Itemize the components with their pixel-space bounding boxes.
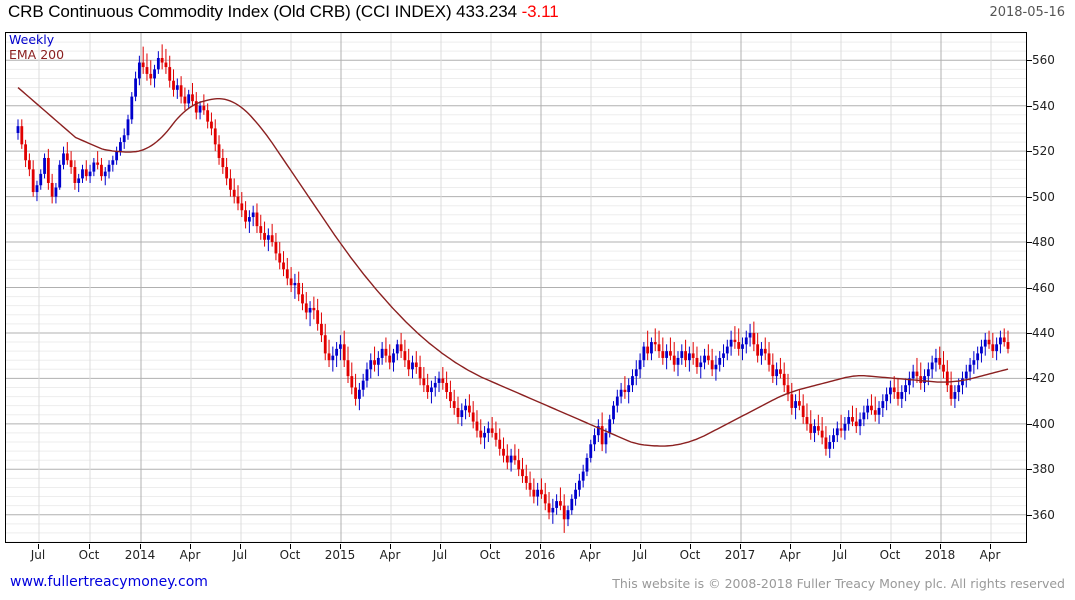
x-tick-mark [290,544,291,549]
x-tick-mark [490,544,491,549]
x-tick-label: 2017 [724,548,756,562]
y-tick-mark [1027,151,1032,153]
page-title: CRB Continuous Commodity Index (Old CRB)… [8,2,559,22]
x-tick-label: Apr [979,548,1001,562]
x-tick-mark [240,544,241,549]
y-tick-mark [1027,423,1032,425]
x-tick-label: 2014 [124,548,156,562]
x-axis: Jul Oct 2014 Apr Jul Oct 2015 Apr Jul Oct 2016 Apr J… [0,548,1075,570]
y-tick-label: 440 [1032,325,1055,340]
x-tick-mark [840,544,841,549]
y-tick-mark [1027,378,1032,380]
x-tick-mark [540,544,541,549]
legend-item-ema200: EMA 200 [9,46,65,62]
x-tick-mark [790,544,791,549]
x-tick-label: Jul [432,548,448,562]
x-tick-mark [990,544,991,549]
x-tick-label: 2015 [324,548,356,562]
legend-item-weekly: Weekly [9,32,55,47]
y-tick-label: 480 [1032,235,1055,250]
x-tick-label: Apr [579,548,601,562]
x-tick-mark [89,544,90,549]
x-tick-mark [890,544,891,549]
x-tick-label: Apr [179,548,201,562]
x-tick-label: Apr [379,548,401,562]
chart-legend: Weekly EMA 200 [9,32,65,63]
x-tick-label: Oct [78,548,100,562]
x-tick-label: Jul [632,548,648,562]
instrument-name: CRB Continuous Commodity Index (Old CRB)… [8,2,452,21]
x-tick-label: Jul [832,548,848,562]
chart-footer: www.fullertreacymoney.com This website i… [0,572,1075,600]
x-tick-mark [140,544,141,549]
price-change: -3.11 [521,2,559,21]
x-tick-mark [690,544,691,549]
x-tick-mark [190,544,191,549]
y-tick-label: 560 [1032,53,1055,68]
chart-plot-area[interactable] [5,32,1027,543]
y-tick-mark [1027,332,1032,334]
x-tick-mark [38,544,39,549]
y-tick-label: 400 [1032,416,1055,431]
x-tick-mark [590,544,591,549]
x-tick-mark [440,544,441,549]
last-price: 433.234 [456,2,517,21]
x-tick-mark [640,544,641,549]
y-tick-label: 420 [1032,371,1055,386]
quote-date: 2018-05-16 [989,5,1065,20]
y-tick-mark [1027,469,1032,471]
x-tick-mark [390,544,391,549]
y-tick-label: 380 [1032,462,1055,477]
y-tick-label: 460 [1032,280,1055,295]
x-tick-label: Oct [879,548,901,562]
y-tick-label: 520 [1032,144,1055,159]
y-tick-mark [1027,105,1032,107]
y-tick-mark [1027,196,1032,198]
chart-header: CRB Continuous Commodity Index (Old CRB)… [0,0,1075,28]
x-tick-mark [340,544,341,549]
y-tick-mark [1027,514,1032,516]
y-tick-mark [1027,60,1032,62]
x-tick-label: Apr [779,548,801,562]
x-tick-label: Jul [30,548,46,562]
y-tick-label: 540 [1032,98,1055,113]
y-tick-mark [1027,287,1032,289]
site-url-link[interactable]: www.fullertreacymoney.com [10,574,208,590]
x-tick-label: Oct [279,548,301,562]
x-tick-label: Oct [479,548,501,562]
copyright-notice: This website is © 2008-2018 Fuller Treac… [612,576,1065,591]
x-tick-mark [740,544,741,549]
y-tick-label: 500 [1032,189,1055,204]
y-axis: 560 540 520 500 480 460 440 420 400 380 360 [1032,0,1075,600]
y-tick-mark [1027,242,1032,244]
x-tick-label: 2018 [924,548,956,562]
x-tick-label: Jul [232,548,248,562]
x-tick-label: Oct [679,548,701,562]
chart-series-layer [16,44,1010,533]
x-tick-label: 2016 [524,548,556,562]
x-tick-mark [940,544,941,549]
y-tick-label: 360 [1032,507,1055,522]
